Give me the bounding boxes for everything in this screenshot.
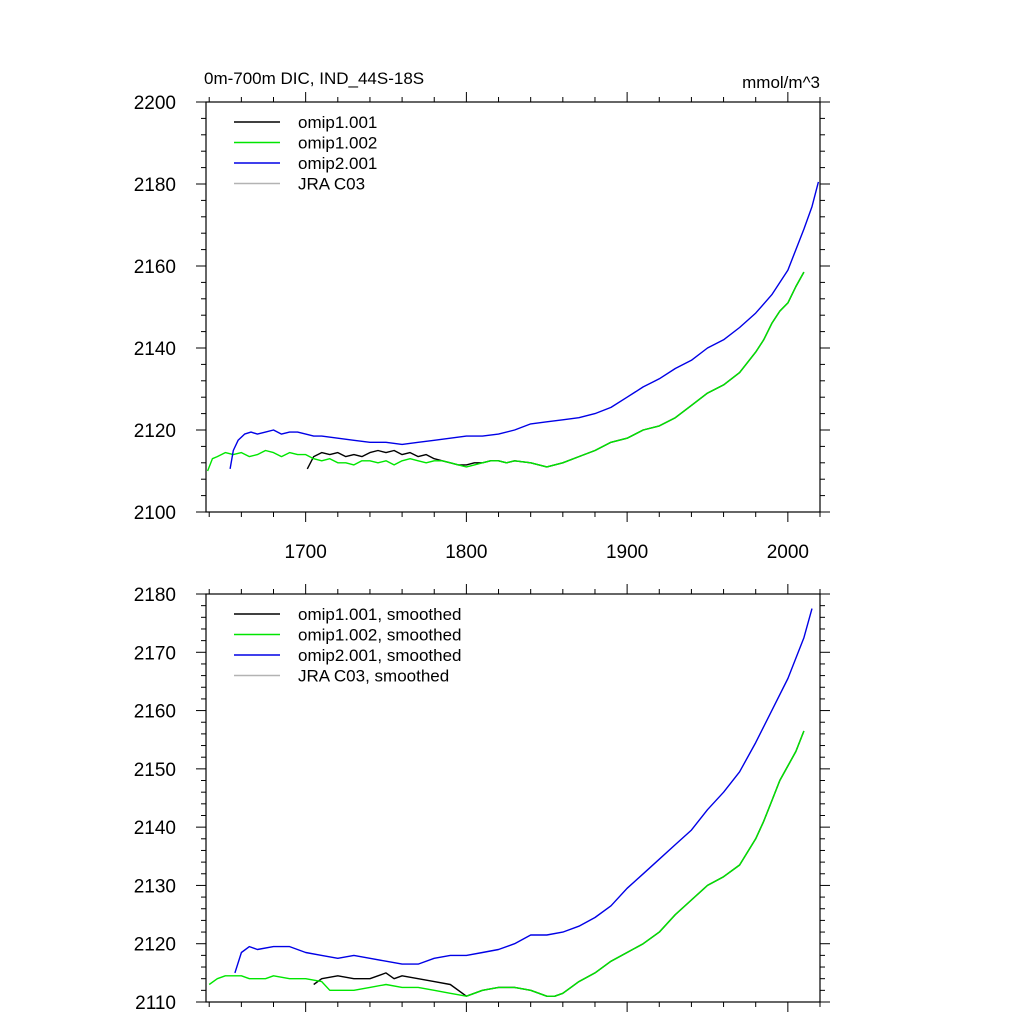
- y-tick-label: 2130: [134, 876, 176, 897]
- y-tick-label: 2200: [134, 93, 176, 114]
- legend-label: omip2.001: [298, 154, 377, 173]
- y-tick-label: 2140: [134, 818, 176, 839]
- y-tick-label: 2110: [135, 993, 176, 1014]
- legend-label: omip1.001, smoothed: [298, 605, 462, 624]
- series-group: [206, 181, 820, 472]
- series-line-omip2-001: [229, 181, 820, 470]
- series-line-omip2-001-smoothed: [234, 608, 813, 974]
- x-tick-label: 1900: [606, 542, 648, 563]
- series-line-omip1-002-smoothed: [208, 730, 805, 997]
- plot-frame: [205, 593, 821, 1003]
- series-line-omip1-002: [206, 271, 805, 472]
- y-tick-label: 2160: [134, 257, 176, 278]
- series-line-omip1-001: [306, 271, 805, 470]
- chart-title: 0m-700m DIC, IND_44S-18S: [204, 69, 424, 88]
- x-tick-label: 1800: [445, 542, 487, 563]
- x-tick-label: 2000: [767, 542, 809, 563]
- chart-units: mmol/m^3: [742, 73, 820, 92]
- y-tick-label: 2170: [134, 643, 176, 664]
- y-tick-label: 2140: [134, 339, 176, 360]
- plot-top: 1700 1800 1900 2000 2100 2120 2140 2160 2180 2200…: [134, 92, 830, 563]
- plot-frame: [205, 101, 821, 513]
- y-tick-label: 2180: [134, 175, 176, 196]
- y-tick-label: 2100: [134, 503, 176, 524]
- legend-label: omip2.001, smoothed: [298, 646, 462, 665]
- series-group: [208, 608, 813, 997]
- x-tick-label: 1700: [285, 542, 327, 563]
- y-tick-label: 2180: [134, 585, 176, 606]
- legend-label: omip1.002, smoothed: [298, 626, 462, 645]
- series-line-omip1-001-smoothed: [313, 730, 805, 997]
- y-tick-label: 2160: [134, 702, 176, 723]
- legend-label: JRA C03, smoothed: [298, 667, 449, 686]
- y-tick-label: 2120: [134, 421, 176, 442]
- plot-bottom: 2110 2120 2130 2140 2150 2160 2170 2180 omip1.00…: [134, 584, 830, 1014]
- y-tick-label: 2120: [134, 935, 176, 956]
- y-tick-label: 2150: [134, 760, 176, 781]
- legend-label: omip1.002: [298, 134, 377, 153]
- legend-label: JRA C03: [298, 175, 365, 194]
- legend-label: omip1.001: [298, 113, 377, 132]
